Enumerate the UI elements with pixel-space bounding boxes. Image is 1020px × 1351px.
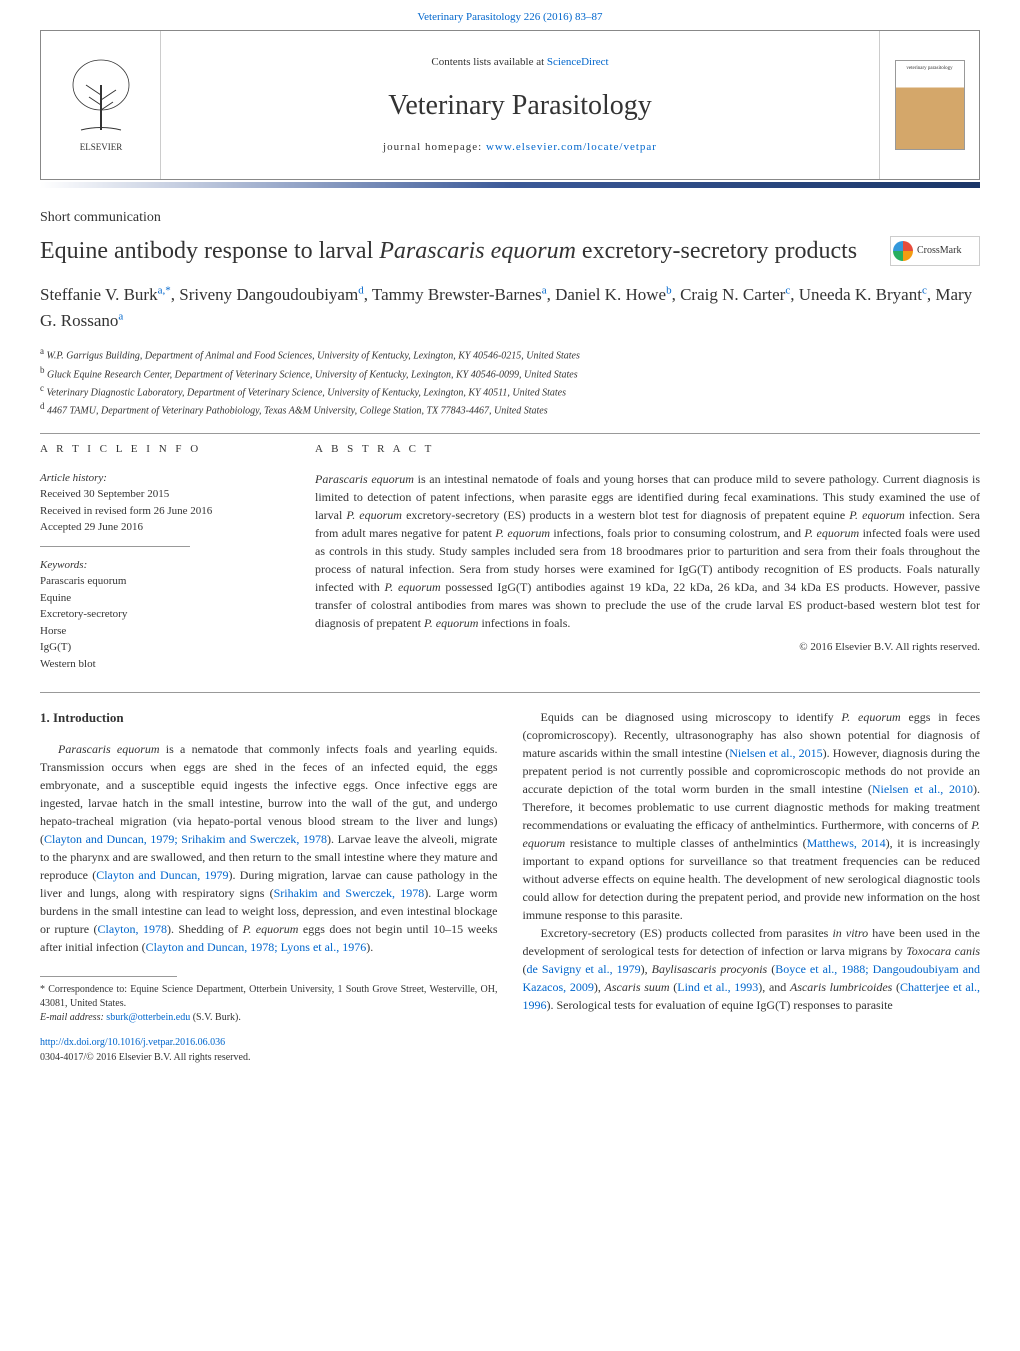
email-line: E-mail address: sburk@otterbein.edu (S.V… [40, 1011, 498, 1025]
journal-cover: veterinary parasitology [879, 31, 979, 179]
body-col-right: Equids can be diagnosed using microscopy… [523, 708, 981, 1065]
abstract-copyright: © 2016 Elsevier B.V. All rights reserved… [315, 640, 980, 655]
issn-line: 0304-4017/© 2016 Elsevier B.V. All right… [40, 1050, 498, 1065]
keyword: Excretory-secretory [40, 606, 290, 623]
keyword-divider [40, 546, 190, 547]
full-divider [40, 692, 980, 693]
doi-block: http://dx.doi.org/10.1016/j.vetpar.2016.… [40, 1035, 498, 1065]
affiliations: a W.P. Garrigus Building, Department of … [40, 345, 980, 418]
sciencedirect-link[interactable]: ScienceDirect [547, 56, 609, 68]
divider [40, 433, 980, 434]
body-col-left: 1. Introduction Parascaris equorum is a … [40, 708, 498, 1065]
keyword: Parascaris equorum [40, 573, 290, 590]
homepage-link[interactable]: www.elsevier.com/locate/vetpar [486, 141, 657, 153]
journal-header-center: Contents lists available at ScienceDirec… [161, 31, 879, 179]
journal-header: ELSEVIER Contents lists available at Sci… [40, 30, 980, 180]
contents-line: Contents lists available at ScienceDirec… [431, 55, 608, 70]
footnote-divider [40, 976, 177, 977]
footnotes: * Correspondence to: Equine Science Depa… [40, 983, 498, 1025]
keyword: Equine [40, 590, 290, 607]
keyword: Western blot [40, 656, 290, 673]
keyword: Horse [40, 623, 290, 640]
crossmark-icon [893, 241, 913, 261]
cover-thumbnail: veterinary parasitology [895, 60, 965, 150]
crossmark-badge[interactable]: CrossMark [890, 236, 980, 266]
correspondence: * Correspondence to: Equine Science Depa… [40, 983, 498, 1011]
svg-text:ELSEVIER: ELSEVIER [79, 142, 122, 152]
journal-title: Veterinary Parasitology [388, 86, 652, 125]
article-title: Equine antibody response to larval Paras… [40, 236, 890, 267]
keywords-label: Keywords: [40, 557, 290, 574]
header-citation: Veterinary Parasitology 226 (2016) 83–87 [0, 0, 1020, 30]
article-info-col: A R T I C L E I N F O Article history: R… [40, 442, 290, 672]
intro-heading: 1. Introduction [40, 708, 498, 728]
info-heading: A R T I C L E I N F O [40, 442, 290, 457]
authors: Steffanie V. Burka,*, Sriveny Dangoudoub… [40, 282, 980, 333]
elsevier-logo: ELSEVIER [41, 31, 161, 179]
keyword: IgG(T) [40, 639, 290, 656]
elsevier-tree-icon: ELSEVIER [61, 55, 141, 155]
journal-homepage: journal homepage: www.elsevier.com/locat… [383, 140, 657, 155]
abstract-heading: A B S T R A C T [315, 442, 980, 457]
abstract-text: Parascaris equorum is an intestinal nema… [315, 470, 980, 632]
revised-date: Received in revised form 26 June 2016 [40, 503, 290, 520]
accepted-date: Accepted 29 June 2016 [40, 519, 290, 536]
received-date: Received 30 September 2015 [40, 486, 290, 503]
abstract-col: A B S T R A C T Parascaris equorum is an… [315, 442, 980, 672]
doi-link[interactable]: http://dx.doi.org/10.1016/j.vetpar.2016.… [40, 1035, 498, 1050]
email-link[interactable]: sburk@otterbein.edu [106, 1012, 190, 1023]
article-type: Short communication [40, 208, 980, 228]
history-label: Article history: [40, 470, 290, 487]
